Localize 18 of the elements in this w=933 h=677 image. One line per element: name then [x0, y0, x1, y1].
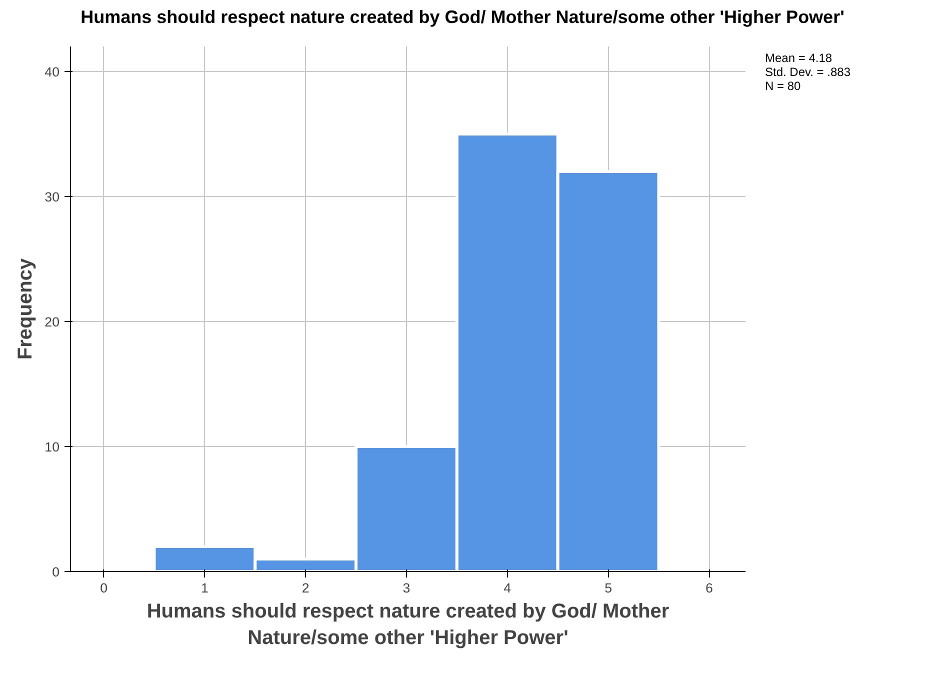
- y-tick-label: 20: [44, 314, 60, 330]
- y-tick-label: 30: [44, 189, 60, 204]
- y-tick-label: 40: [44, 64, 60, 80]
- y-axis-title: Frequency: [14, 257, 37, 360]
- y-tick-label: 10: [44, 439, 60, 454]
- x-axis-title: Humans should respect nature created by God/ Mother Nature/some other 'Higher Power': [146, 600, 670, 649]
- x-tick-label: 0: [100, 580, 108, 596]
- chart-title: Humans should respect nature created by God/ Mother Nature/some other 'Higher Power': [80, 6, 844, 29]
- x-tick-label: 1: [200, 580, 208, 596]
- text: N = 80: [765, 78, 801, 93]
- text: Std. Dev. = .883: [765, 64, 850, 79]
- x-tick-label: 4: [504, 580, 512, 596]
- x-tick-label: 6: [705, 580, 713, 596]
- y-tick-label: 0: [52, 564, 60, 580]
- x-tick-label: 2: [302, 580, 310, 596]
- x-tick-label: 5: [604, 580, 612, 596]
- text: Mean = 4.18: [765, 50, 832, 65]
- x-tick-label: 3: [402, 580, 410, 596]
